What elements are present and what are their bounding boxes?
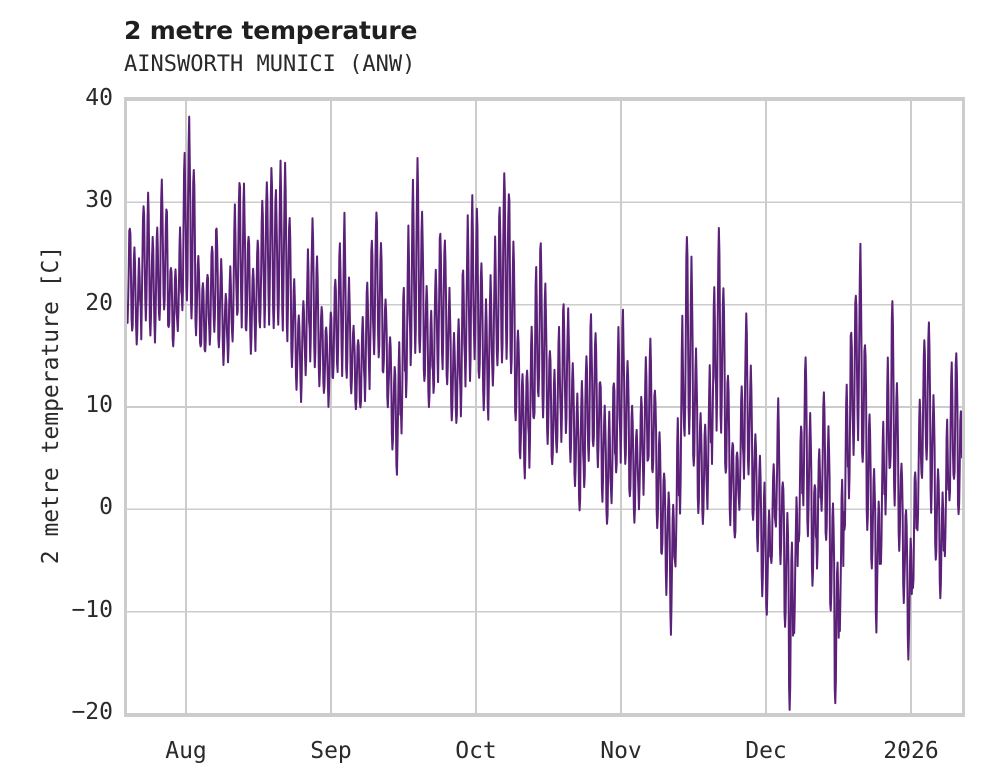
chart-subtitle: AINSWORTH MUNICI (ANW) [124,52,416,77]
y-axis-title: 2 metre temperature [C] [38,245,64,565]
temperature-series [127,115,962,711]
series-line-2-metre-temperature [127,115,962,711]
x-tick-label: 2026 [883,738,939,764]
x-tick-label: Nov [600,738,642,764]
x-tick-label: Dec [745,738,787,764]
x-tick-label: Sep [310,738,352,764]
x-tick-label: Aug [165,738,207,764]
plot-area [124,97,965,717]
chart-title: 2 metre temperature [124,16,418,45]
x-tick-label: Oct [455,738,497,764]
